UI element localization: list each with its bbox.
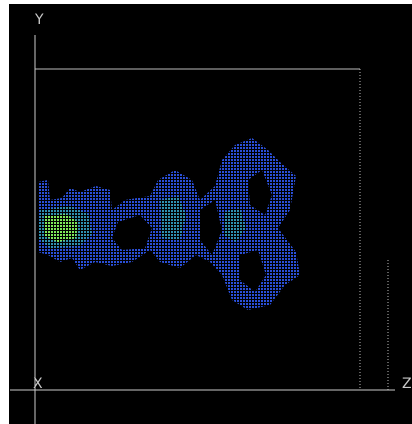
x-axis-label: X <box>33 376 43 392</box>
y-axis-label: Y <box>34 12 44 28</box>
point-cloud <box>38 138 300 310</box>
z-axis-label: Z <box>402 376 412 392</box>
